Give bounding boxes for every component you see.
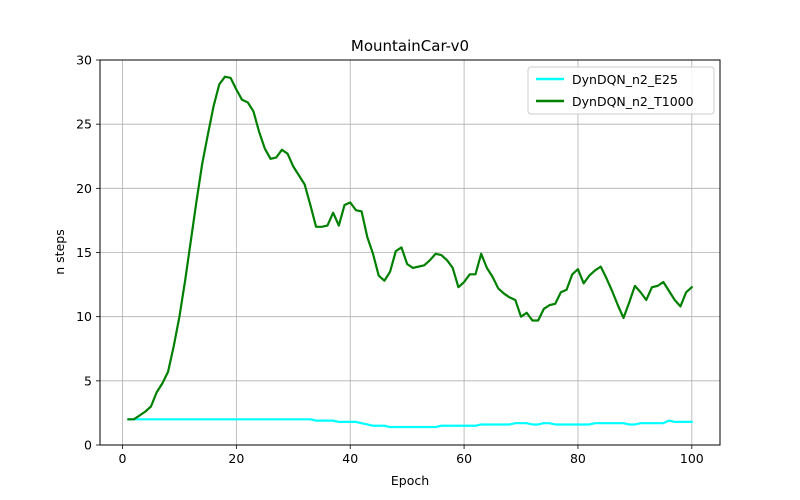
x-tick-label: 60 (456, 451, 472, 466)
x-tick-label: 100 (680, 451, 704, 466)
chart-title: MountainCar-v0 (351, 37, 469, 55)
y-axis-label: n steps (52, 229, 67, 274)
y-tick-label: 30 (76, 53, 92, 68)
y-tick-label: 5 (84, 373, 92, 388)
y-tick-label: 15 (76, 245, 92, 260)
x-axis: 0 20 40 60 80 100 (119, 445, 704, 466)
y-tick-label: 0 (84, 438, 92, 453)
x-axis-label: Epoch (391, 473, 429, 488)
y-axis: 0 5 10 15 20 25 30 (76, 53, 100, 453)
series-layer (127, 75, 693, 429)
x-tick-label: 0 (119, 451, 127, 466)
grid (100, 59, 720, 446)
series-line-dyndqn-n2-t1000 (127, 75, 693, 421)
x-tick-label: 80 (570, 451, 586, 466)
x-tick-label: 40 (342, 451, 358, 466)
y-tick-label: 25 (76, 117, 92, 132)
series-line-dyndqn-n2-e25 (127, 418, 693, 429)
legend-label-dyndqn-n2-t1000: DynDQN_n2_T1000 (572, 94, 694, 109)
legend: DynDQN_n2_E25 DynDQN_n2_T1000 (527, 66, 715, 115)
y-tick-label: 20 (76, 181, 92, 196)
legend-box (527, 66, 715, 115)
x-tick-label: 20 (228, 451, 244, 466)
y-tick-label: 10 (76, 309, 92, 324)
legend-label-dyndqn-n2-e25: DynDQN_n2_E25 (572, 72, 678, 87)
